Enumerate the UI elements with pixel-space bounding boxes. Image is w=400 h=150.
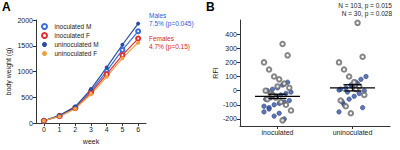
svg-text:inoculated: inoculated: [262, 129, 294, 136]
svg-text:week: week: [82, 138, 100, 145]
svg-text:2: 2: [73, 126, 77, 133]
svg-text:A: A: [2, 0, 11, 14]
svg-text:body weight (g): body weight (g): [5, 48, 13, 96]
svg-text:5: 5: [120, 126, 124, 133]
svg-text:-100: -100: [223, 101, 237, 108]
svg-text:100: 100: [225, 73, 237, 80]
svg-text:4.7% (p=0.15): 4.7% (p=0.15): [149, 43, 190, 51]
svg-text:N = 103, p = 0.015: N = 103, p = 0.015: [338, 2, 392, 10]
svg-text:6: 6: [136, 126, 140, 133]
svg-text:Males: Males: [149, 12, 167, 19]
svg-text:0: 0: [42, 126, 46, 133]
svg-text:0: 0: [233, 87, 237, 94]
svg-text:N = 30, p = 0.028: N = 30, p = 0.028: [342, 10, 393, 18]
svg-text:inoculated F: inoculated F: [55, 32, 90, 39]
svg-text:200: 200: [225, 59, 237, 66]
svg-text:1000: 1000: [17, 68, 33, 75]
svg-text:3: 3: [89, 126, 93, 133]
svg-text:uninoculated F: uninoculated F: [55, 50, 98, 57]
svg-text:uninoculated M: uninoculated M: [55, 41, 99, 48]
svg-text:2000: 2000: [17, 17, 33, 24]
svg-text:0: 0: [29, 120, 33, 127]
svg-text:1500: 1500: [17, 42, 33, 49]
svg-text:B: B: [206, 0, 215, 14]
svg-text:uninoculated: uninoculated: [333, 129, 373, 136]
svg-text:Females: Females: [149, 35, 175, 42]
svg-text:400: 400: [225, 31, 237, 38]
svg-text:7.5% (p=0.045): 7.5% (p=0.045): [149, 20, 194, 28]
svg-text:4: 4: [105, 126, 109, 133]
svg-text:500: 500: [21, 94, 33, 101]
svg-text:300: 300: [225, 45, 237, 52]
svg-text:-200: -200: [223, 115, 237, 122]
svg-text:inoculated M: inoculated M: [55, 23, 92, 30]
svg-text:RFI: RFI: [212, 67, 219, 78]
svg-text:1: 1: [58, 126, 62, 133]
